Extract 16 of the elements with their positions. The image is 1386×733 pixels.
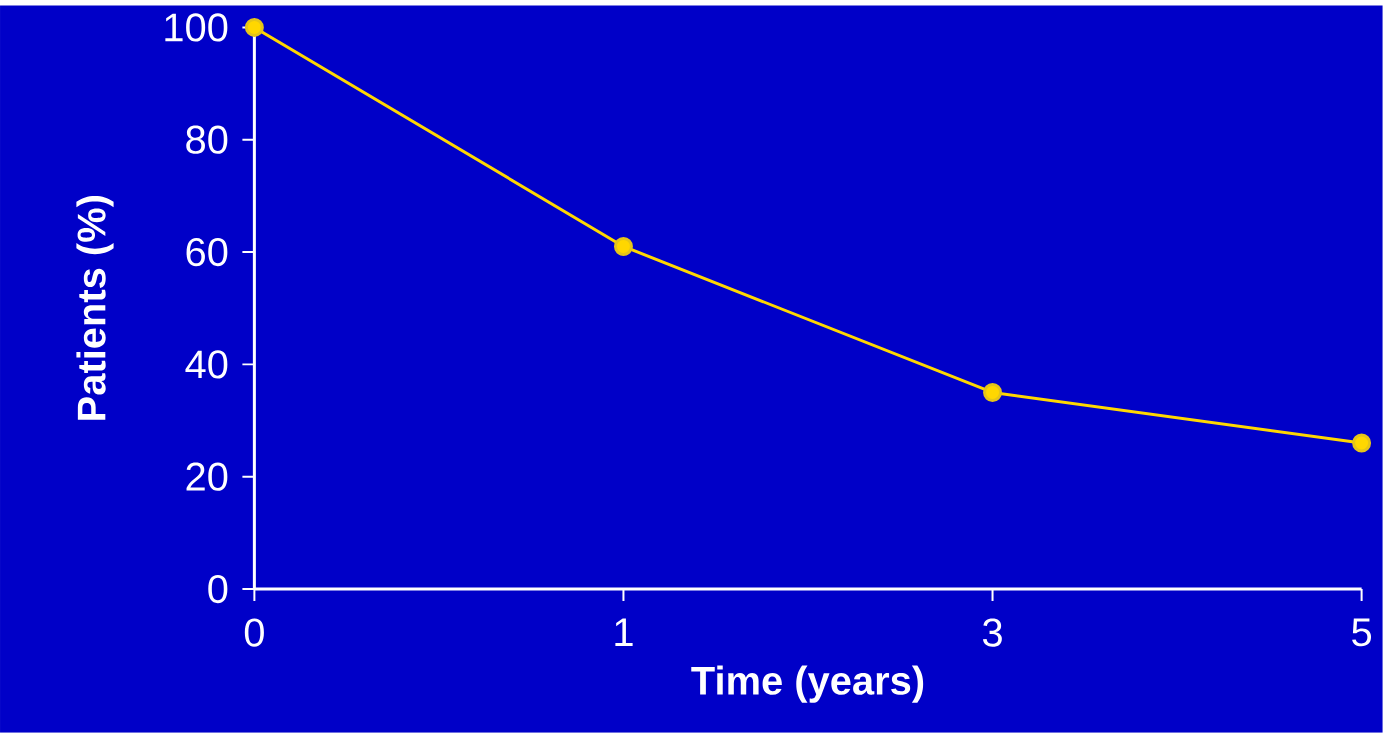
point bbox=[613, 237, 633, 257]
point bbox=[244, 18, 264, 38]
y-axis-title: Patients (%) bbox=[76, 196, 114, 420]
point bbox=[983, 383, 1003, 403]
x-axis-title: Time (years) bbox=[691, 665, 924, 703]
point bbox=[1352, 433, 1372, 453]
y-tick-label: 80 bbox=[186, 125, 228, 155]
x-tick-label: 3 bbox=[982, 618, 1002, 647]
x-tick-label: 5 bbox=[1352, 618, 1372, 647]
y-tick-label: 100 bbox=[165, 13, 228, 42]
x-tick-label: 0 bbox=[244, 618, 264, 647]
y-tick-label: 0 bbox=[208, 575, 228, 604]
y-tick-label: 20 bbox=[186, 462, 228, 491]
y-tick-label: 40 bbox=[185, 350, 228, 379]
y-tick-label: 60 bbox=[186, 238, 228, 267]
x-tick-label: 1 bbox=[615, 618, 633, 647]
